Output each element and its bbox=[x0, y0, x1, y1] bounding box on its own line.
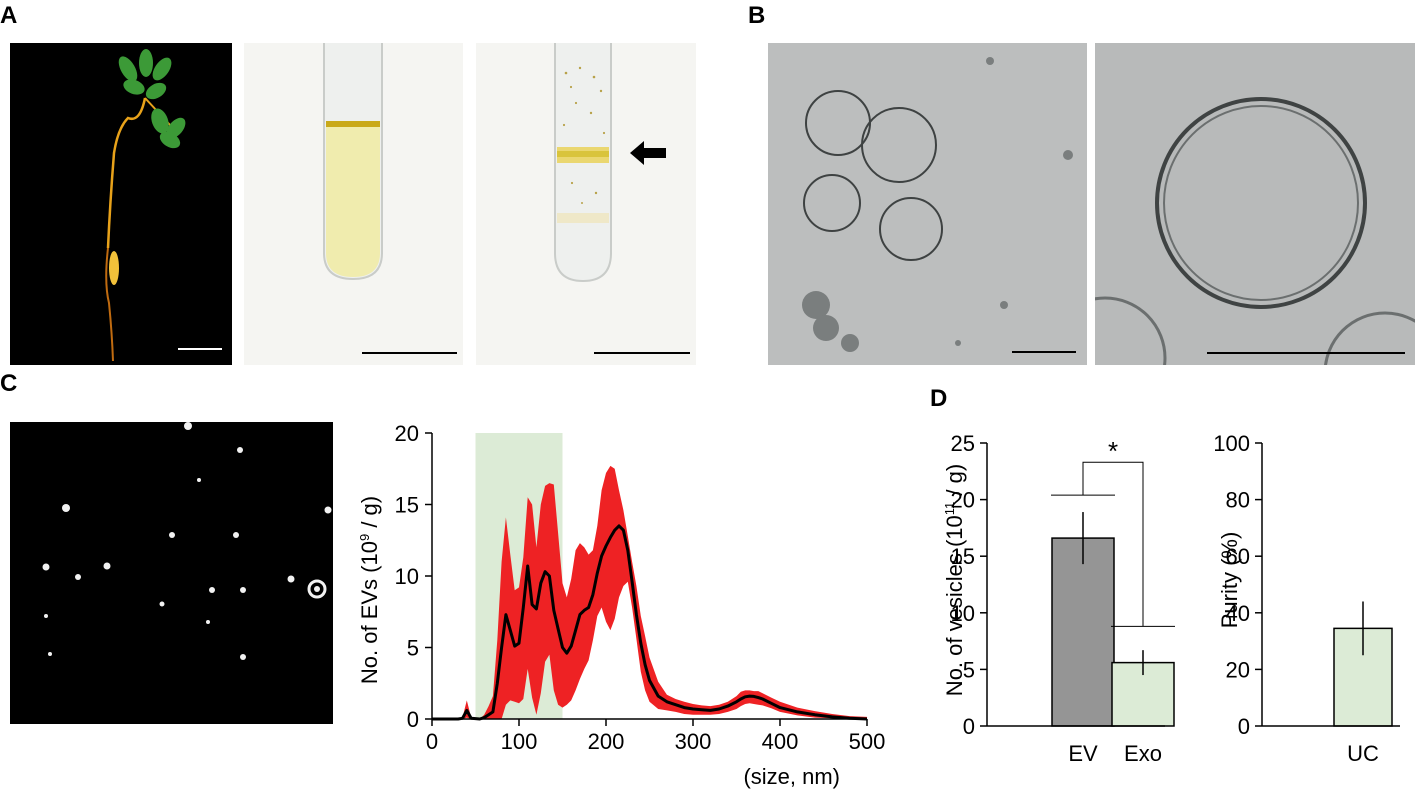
scale-bar-plant bbox=[178, 348, 222, 350]
d2-ytick-label: 0 bbox=[1238, 714, 1250, 739]
c-xtick-label: 0 bbox=[426, 729, 438, 754]
d2-ytick-label: 100 bbox=[1215, 431, 1250, 456]
d2-ytick-label: 40 bbox=[1226, 601, 1250, 626]
c-ytick-label: 20 bbox=[395, 421, 419, 446]
d2-ytick-label: 60 bbox=[1226, 544, 1250, 569]
significance-star: * bbox=[1108, 436, 1118, 466]
nta-particle-frame bbox=[10, 422, 333, 724]
arrow-left-icon bbox=[630, 141, 666, 165]
ginseng-plant-illustration bbox=[105, 49, 186, 362]
d2-ylabel: Purity (%) bbox=[1217, 532, 1242, 629]
c-xtick-label: 100 bbox=[501, 729, 538, 754]
d1-ylabel: No. of vesicles (1011 / g) bbox=[942, 464, 967, 696]
scale-bar-extract-tube bbox=[362, 352, 457, 354]
d1-ytick-label: 0 bbox=[963, 714, 975, 739]
cryo-em-overview-illustration bbox=[768, 43, 1087, 365]
purity-chart: 0 20 40 60 80 100 UC Purity (%) bbox=[1215, 431, 1400, 766]
c-ylabel: No. of EVs (109 / g) bbox=[357, 496, 382, 684]
d2-ytick-label: 80 bbox=[1226, 488, 1250, 513]
c-ytick-label: 10 bbox=[395, 564, 419, 589]
d1-ytick-label: 15 bbox=[951, 544, 975, 569]
plant-photo bbox=[10, 43, 232, 365]
tube-illustration bbox=[323, 43, 383, 281]
c-xtick-label: 400 bbox=[762, 729, 799, 754]
c-xtick-label: 200 bbox=[588, 729, 625, 754]
vesicle-count-plot-area: * 0 5 10 15 20 25 EV Exo bbox=[951, 431, 1175, 766]
c-xtick-label: 500 bbox=[849, 729, 886, 754]
vesicle-count-chart: * 0 5 10 15 20 25 EV Exo No. of vesicles (1011 /… bbox=[942, 431, 1175, 766]
c-xtick-label: 300 bbox=[675, 729, 712, 754]
extract-tube-photo bbox=[244, 43, 463, 365]
c-xlabel: (size, nm) bbox=[743, 764, 840, 789]
d1-ytick-label: 10 bbox=[951, 601, 975, 626]
bar-ev bbox=[1051, 537, 1115, 727]
scale-bar-cryo-overview bbox=[1012, 351, 1076, 353]
scale-bar-cryo-zoom bbox=[1207, 352, 1405, 354]
d1-ytick-label: 20 bbox=[951, 488, 975, 513]
d1-ytick-label: 25 bbox=[951, 431, 975, 456]
panel-label-c: C bbox=[0, 370, 18, 397]
gradient-tube-illustration bbox=[554, 43, 612, 283]
mean-line bbox=[432, 524, 868, 721]
gradient-tube-photo bbox=[476, 43, 696, 365]
d2-ytick-label: 20 bbox=[1226, 657, 1250, 682]
panel-label-b: B bbox=[748, 2, 766, 29]
purity-plot-area: 0 20 40 60 80 100 UC bbox=[1215, 431, 1400, 766]
panel-label-d: D bbox=[930, 385, 948, 412]
error-band bbox=[432, 465, 867, 719]
c-ytick-label: 15 bbox=[395, 493, 419, 518]
d1-category-label: Exo bbox=[1124, 741, 1162, 766]
cryo-em-image-zoom bbox=[1095, 43, 1415, 365]
c-ytick-label: 5 bbox=[407, 636, 419, 661]
d1-category-label: EV bbox=[1068, 741, 1098, 766]
significance-bracket bbox=[1082, 461, 1144, 627]
panel-label-a: A bbox=[0, 2, 18, 29]
c-ytick-label: 0 bbox=[407, 707, 419, 732]
d2-category-label: UC bbox=[1347, 741, 1379, 766]
cryo-em-image-overview bbox=[768, 43, 1087, 365]
scale-bar-gradient-tube bbox=[594, 352, 690, 354]
cryo-em-zoom-illustration bbox=[1095, 43, 1415, 365]
particle-spots-illustration bbox=[42, 422, 332, 660]
d1-ytick-label: 5 bbox=[963, 657, 975, 682]
